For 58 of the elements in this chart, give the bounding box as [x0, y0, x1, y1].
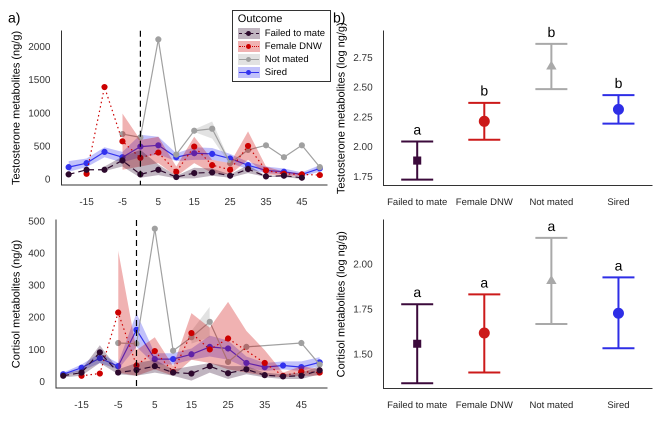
- legend-label: Failed to mate: [264, 27, 325, 40]
- annotation: a: [547, 218, 556, 234]
- y-tick-label: 2.25: [353, 112, 374, 124]
- y-tick-label: 0: [39, 376, 46, 388]
- y-tick-label: 2000: [28, 42, 51, 54]
- y-tick-label: 200: [28, 312, 46, 324]
- y-tick-label: 2.00: [353, 142, 374, 154]
- x-tick-label: 35: [259, 400, 271, 411]
- y-tick-label: 1000: [28, 108, 51, 120]
- y-axis-title: Cortisol metabolites (log ng/g): [336, 231, 348, 378]
- x-tick-label: Female DNW: [456, 196, 513, 208]
- y-tick-label: 1.75: [353, 172, 374, 184]
- annotation: a: [413, 121, 422, 138]
- legend-label: Female DNW: [264, 40, 322, 53]
- y-tick-label: 2.00: [353, 260, 374, 271]
- y-axis-title: Cortisol metabolites (ng/g): [10, 240, 23, 368]
- x-tick-label: 45: [296, 196, 308, 208]
- x-tick-label: -5: [118, 196, 128, 208]
- legend-title: Outcome: [238, 13, 284, 26]
- y-tick-label: 0: [44, 174, 51, 186]
- legend-label: Not mated: [264, 53, 309, 66]
- y-tick-label: 400: [28, 248, 46, 260]
- y-axis-title: Testosterone metabolites (ng/g): [10, 30, 23, 185]
- x-tick-label: Female DNW: [456, 400, 513, 411]
- y-tick-label: 500: [34, 141, 51, 152]
- x-tick-label: 25: [224, 196, 236, 208]
- y-tick-label: 1500: [28, 75, 51, 86]
- x-tick-label: Not mated: [529, 196, 574, 208]
- annotation: b: [480, 82, 488, 99]
- legend-label: Sired: [264, 66, 287, 79]
- x-tick-label: 15: [186, 400, 198, 411]
- annotation: b: [547, 24, 556, 40]
- x-tick-label: Sired: [607, 400, 630, 411]
- x-tick-label: Not mated: [529, 400, 574, 411]
- chart-title: a): [8, 9, 20, 26]
- y-tick-label: 1.75: [353, 304, 374, 316]
- x-tick-label: 5: [156, 196, 162, 208]
- y-tick-label: 2.50: [353, 82, 374, 94]
- annotation: a: [614, 257, 623, 274]
- annotation: a: [413, 284, 422, 300]
- y-tick-label: 300: [28, 280, 46, 292]
- annotation: a: [480, 274, 488, 290]
- y-tick-label: 1.50: [353, 349, 374, 360]
- annotation: b: [614, 74, 623, 91]
- x-tick-label: Failed to mate: [387, 196, 448, 208]
- x-tick-label: -15: [74, 400, 90, 411]
- x-tick-label: Sired: [607, 196, 630, 208]
- x-tick-label: 25: [222, 400, 234, 411]
- y-tick-label: 500: [28, 216, 46, 228]
- x-tick-label: 15: [188, 196, 200, 208]
- x-tick-label: 5: [152, 400, 158, 411]
- y-tick-label: 2.75: [353, 52, 374, 64]
- x-tick-label: 35: [260, 196, 272, 208]
- x-tick-label: -15: [79, 196, 94, 208]
- y-tick-label: 100: [28, 344, 46, 356]
- x-tick-label: -5: [114, 400, 124, 411]
- x-tick-label: 45: [296, 400, 308, 411]
- x-tick-label: Failed to mate: [387, 400, 448, 411]
